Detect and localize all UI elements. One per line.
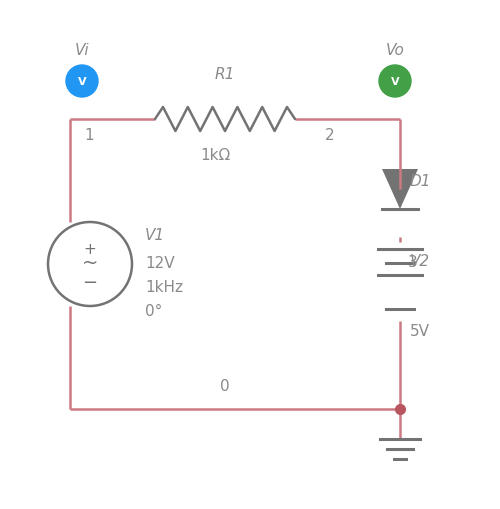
Text: 5V: 5V bbox=[410, 324, 430, 339]
Text: V1: V1 bbox=[145, 227, 165, 242]
Polygon shape bbox=[382, 169, 418, 210]
Text: 0°: 0° bbox=[145, 303, 162, 318]
Text: 1: 1 bbox=[84, 128, 94, 143]
Text: 0: 0 bbox=[220, 378, 230, 393]
Text: Vi: Vi bbox=[74, 43, 90, 58]
Text: V2: V2 bbox=[410, 254, 430, 269]
Text: 12V: 12V bbox=[145, 255, 174, 270]
Text: 3: 3 bbox=[408, 254, 418, 269]
Text: Vo: Vo bbox=[386, 43, 404, 58]
Circle shape bbox=[66, 66, 98, 98]
Circle shape bbox=[379, 66, 411, 98]
Text: V: V bbox=[390, 77, 400, 87]
Text: ~: ~ bbox=[82, 253, 98, 272]
Text: 1kHz: 1kHz bbox=[145, 279, 183, 294]
Text: V: V bbox=[78, 77, 86, 87]
Text: +: + bbox=[84, 241, 96, 256]
Text: D1: D1 bbox=[410, 174, 432, 189]
Text: 1kΩ: 1kΩ bbox=[200, 148, 230, 163]
Text: R1: R1 bbox=[215, 67, 235, 82]
Text: −: − bbox=[82, 273, 98, 292]
Text: 2: 2 bbox=[325, 128, 334, 143]
